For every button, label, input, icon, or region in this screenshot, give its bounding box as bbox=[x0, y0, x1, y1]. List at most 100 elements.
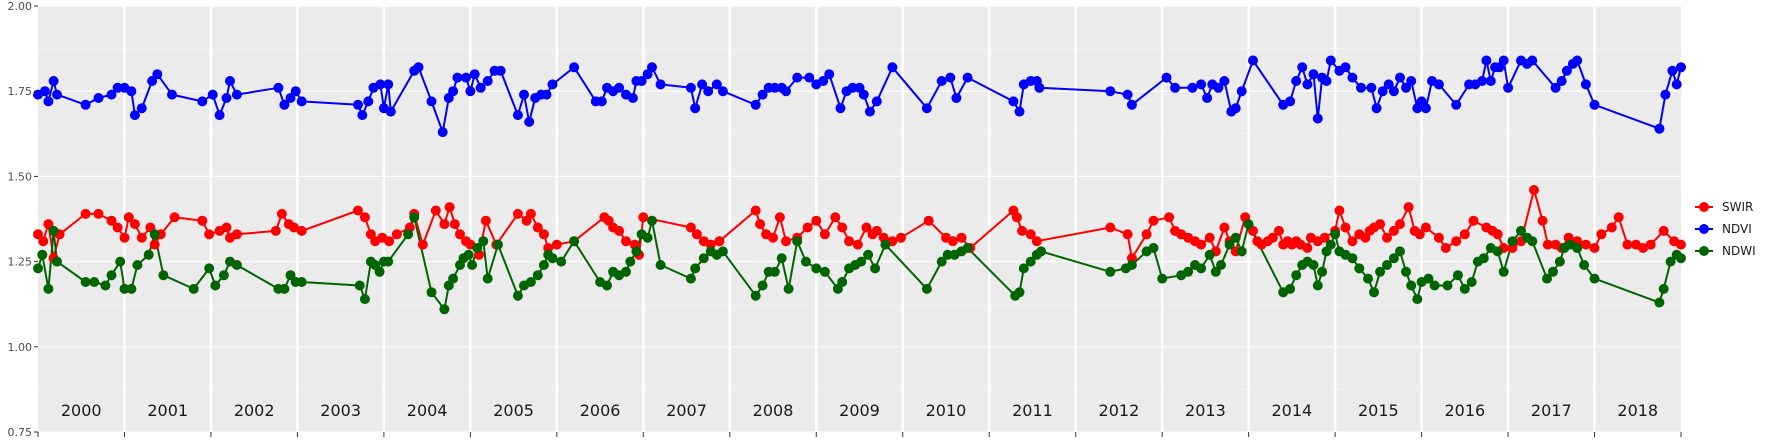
ndvi-point bbox=[685, 82, 696, 93]
ndwi-point bbox=[1516, 225, 1526, 236]
y-tick-label: 0.75 bbox=[8, 426, 33, 439]
swir-point bbox=[1334, 205, 1345, 216]
ndwi-point bbox=[625, 256, 636, 267]
ndvi-point bbox=[152, 69, 163, 80]
swir-point bbox=[444, 202, 455, 213]
ndvi-point bbox=[1377, 86, 1388, 97]
ndwi-point bbox=[621, 266, 631, 277]
swir-point bbox=[221, 222, 232, 233]
swir-point bbox=[359, 212, 370, 223]
swir-point bbox=[871, 225, 882, 236]
ndvi-point bbox=[279, 99, 290, 110]
ndvi-point bbox=[1248, 55, 1258, 66]
ndwi-point bbox=[1243, 219, 1254, 230]
ndvi-point bbox=[167, 89, 177, 100]
legend: SWIR NDVI NDWI bbox=[1695, 200, 1756, 258]
ndwi-point bbox=[1676, 253, 1686, 264]
ndvi-point bbox=[1451, 99, 1462, 110]
ndwi-point bbox=[1589, 273, 1600, 284]
ndvi-point bbox=[1388, 86, 1399, 97]
ndwi-point bbox=[1665, 256, 1676, 267]
ndvi-point bbox=[495, 65, 506, 76]
ndvi-point bbox=[1297, 62, 1308, 73]
ndvi-point bbox=[824, 69, 835, 80]
swir-point bbox=[1164, 212, 1175, 223]
ndwi-point bbox=[426, 287, 437, 298]
ndvi-point bbox=[627, 93, 638, 103]
swir-point bbox=[169, 212, 180, 223]
ndwi-point bbox=[936, 256, 947, 267]
ndvi-point bbox=[385, 106, 396, 117]
ndvi-point bbox=[1667, 65, 1678, 76]
ndvi-point bbox=[1014, 106, 1025, 117]
year-label: 2003 bbox=[320, 401, 361, 420]
swir-point bbox=[1219, 222, 1230, 233]
year-labels: 2000 2001 2002 2003 2004 2005 2006 2007 2008 2009… bbox=[61, 401, 1658, 420]
swir-point bbox=[430, 205, 441, 216]
swir-point bbox=[811, 215, 822, 226]
ndvi-point bbox=[106, 89, 117, 100]
ndvi-point bbox=[951, 93, 962, 103]
swir-point bbox=[1622, 239, 1633, 250]
year-label: 2010 bbox=[926, 401, 967, 420]
ndwi-point bbox=[359, 294, 370, 305]
swir-point bbox=[1319, 232, 1330, 243]
swir-point bbox=[1676, 239, 1686, 250]
ndwi-point bbox=[1204, 249, 1215, 260]
ndvi-point bbox=[1589, 99, 1600, 110]
ndwi-point bbox=[1036, 246, 1047, 257]
ndvi-point bbox=[690, 103, 701, 114]
ndwi-point bbox=[354, 280, 365, 291]
ndwi-point bbox=[1330, 229, 1341, 240]
ndwi-point bbox=[837, 277, 848, 287]
ndvi-point bbox=[39, 86, 50, 97]
ndvi-point bbox=[1671, 79, 1682, 90]
ndvi-point bbox=[1498, 55, 1509, 66]
swir-point bbox=[1537, 215, 1548, 226]
y-tick-label: 1.00 bbox=[8, 341, 33, 354]
ndvi-point bbox=[1213, 82, 1224, 93]
ndwi-point bbox=[757, 280, 768, 291]
ndvi-point bbox=[757, 89, 768, 100]
ndwi-point bbox=[1105, 266, 1116, 277]
ndwi-point bbox=[149, 229, 160, 240]
ndvi-point bbox=[475, 82, 486, 93]
ndwi-point bbox=[556, 256, 567, 267]
ndvi-point bbox=[1187, 82, 1198, 93]
swir-point bbox=[1347, 236, 1358, 247]
swir-point bbox=[844, 236, 855, 247]
ndvi-point bbox=[1503, 82, 1514, 93]
swir-point bbox=[38, 236, 49, 247]
ndwi-point bbox=[1354, 263, 1365, 274]
ndvi-point bbox=[547, 79, 558, 90]
ndwi-point bbox=[1542, 273, 1552, 284]
ndvi-point bbox=[569, 62, 580, 73]
ndwi-point bbox=[231, 260, 242, 270]
ndwi-point bbox=[880, 239, 891, 250]
swir-point bbox=[1613, 212, 1624, 223]
swir-point bbox=[204, 229, 215, 240]
ndvi-point bbox=[52, 89, 62, 100]
ndvi-point bbox=[1126, 99, 1137, 110]
ndwi-point bbox=[942, 249, 953, 260]
ndwi-point bbox=[439, 304, 450, 315]
ndvi-point bbox=[887, 62, 898, 73]
swir-point bbox=[1451, 236, 1462, 247]
year-label: 2006 bbox=[580, 401, 621, 420]
ndvi-point bbox=[541, 89, 552, 100]
swir-point bbox=[1645, 239, 1656, 250]
swir-point bbox=[112, 222, 123, 233]
swir-point bbox=[638, 212, 649, 223]
ndwi-point bbox=[547, 253, 558, 264]
ndwi-point bbox=[1406, 280, 1417, 291]
swir-point bbox=[439, 219, 450, 230]
swir-point bbox=[1273, 225, 1284, 236]
ndwi-point bbox=[1325, 239, 1336, 250]
ndwi-point bbox=[1401, 266, 1411, 277]
ndvi-point bbox=[1477, 76, 1488, 86]
swir-point bbox=[512, 208, 523, 219]
ndvi-point bbox=[1580, 79, 1591, 90]
ndwi-point bbox=[1183, 266, 1194, 277]
ndvi-point bbox=[197, 96, 208, 107]
